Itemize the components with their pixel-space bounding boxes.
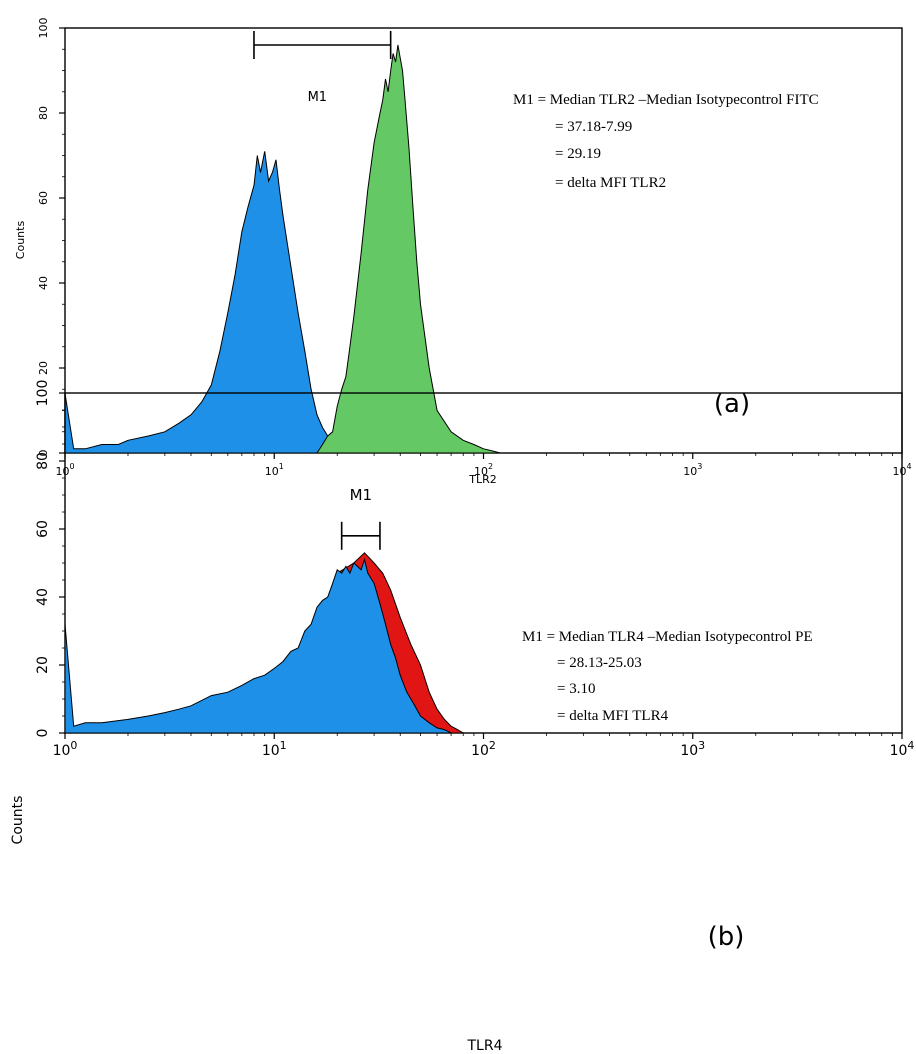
x-tick-label: 103 [680, 739, 705, 759]
x-tick-label: 101 [265, 462, 284, 478]
annotation-block: M1 = Median TLR4 –Median Isotypecontrol … [522, 629, 813, 724]
x-tick-label: 102 [474, 462, 493, 478]
panel-label: (b) [708, 922, 745, 952]
x-axis-label: TLR2 [468, 473, 497, 486]
marker-label: M1 [350, 486, 373, 504]
annotation-line: = delta MFI TLR4 [557, 708, 669, 724]
annotation-block: M1 = Median TLR2 –Median Isotypecontrol … [513, 92, 819, 191]
annotation-line: = 28.13-25.03 [557, 655, 642, 671]
histogram-series [64, 151, 350, 454]
x-tick-label: 104 [892, 462, 911, 478]
y-tick-label: 100 [37, 18, 50, 39]
x-tick-label: 100 [53, 739, 78, 759]
marker-label: M1 [308, 90, 328, 105]
y-axis-label: Counts [10, 796, 26, 845]
x-tick-label: 100 [55, 462, 74, 478]
y-tick-label: 40 [37, 276, 50, 290]
histogram-series [64, 557, 458, 734]
panel-label: (a) [714, 389, 750, 419]
y-axis-label: Counts [14, 221, 27, 260]
y-tick-label: 100 [35, 380, 51, 407]
x-axis-label: TLR4 [467, 1038, 503, 1054]
y-tick-label: 60 [37, 191, 50, 205]
x-tick-label: 102 [471, 739, 496, 759]
y-tick-label: 80 [37, 106, 50, 120]
y-tick-label: 40 [35, 588, 51, 606]
y-tick-label: 60 [35, 520, 51, 538]
y-tick-label: 20 [37, 361, 50, 375]
x-tick-label: 101 [262, 739, 287, 759]
annotation-line: M1 = Median TLR2 –Median Isotypecontrol … [513, 92, 819, 108]
annotation-line: = 3.10 [557, 681, 595, 697]
y-tick-label: 20 [35, 656, 51, 674]
x-tick-label: 103 [683, 462, 702, 478]
annotation-line: = 29.19 [555, 146, 601, 162]
annotation-line: = delta MFI TLR2 [555, 175, 666, 191]
x-tick-label: 104 [890, 739, 915, 759]
y-tick-label: 80 [35, 452, 51, 470]
y-tick-label: 0 [37, 450, 50, 457]
annotation-line: = 37.18-7.99 [555, 119, 632, 135]
y-tick-label: 0 [35, 729, 51, 738]
annotation-line: M1 = Median TLR4 –Median Isotypecontrol … [522, 629, 813, 645]
histogram-series [316, 44, 501, 454]
